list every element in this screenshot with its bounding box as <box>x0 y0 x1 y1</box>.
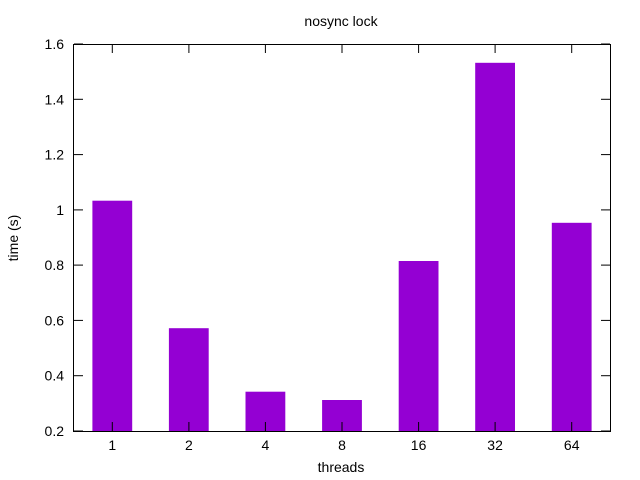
bar-2 <box>168 328 209 431</box>
y-tick-label: 1.4 <box>45 91 65 107</box>
x-tick-label: 8 <box>338 437 346 453</box>
bars-group <box>92 62 592 432</box>
y-tick-label: 1 <box>56 202 64 218</box>
chart-title: nosync lock <box>304 13 378 29</box>
x-tick-label: 4 <box>262 437 270 453</box>
x-tick-label: 2 <box>185 437 193 453</box>
bar-16 <box>398 261 439 431</box>
x-axis-label: threads <box>318 459 365 475</box>
bar-1 <box>92 200 133 431</box>
x-tick-label: 16 <box>411 437 427 453</box>
y-tick-label: 0.4 <box>45 368 65 384</box>
x-tick-label: 32 <box>487 437 503 453</box>
x-axis-ticks: 1 2 4 8 16 32 64 <box>108 44 580 453</box>
y-tick-label: 0.2 <box>45 423 65 439</box>
bar-64 <box>551 222 592 431</box>
y-axis-label: time (s) <box>5 215 21 262</box>
plot-frame <box>73 44 611 432</box>
x-tick-label: 1 <box>108 437 116 453</box>
y-tick-label: 1.2 <box>45 147 65 163</box>
y-tick-label: 0.6 <box>45 312 65 328</box>
y-tick-label: 0.8 <box>45 257 65 273</box>
bar-32 <box>475 62 515 432</box>
x-tick-label: 64 <box>564 437 580 453</box>
y-tick-label: 1.6 <box>45 36 65 52</box>
y-axis-ticks: 0.2 0.4 0.6 0.8 1 1.2 1.4 1.6 <box>45 36 610 439</box>
